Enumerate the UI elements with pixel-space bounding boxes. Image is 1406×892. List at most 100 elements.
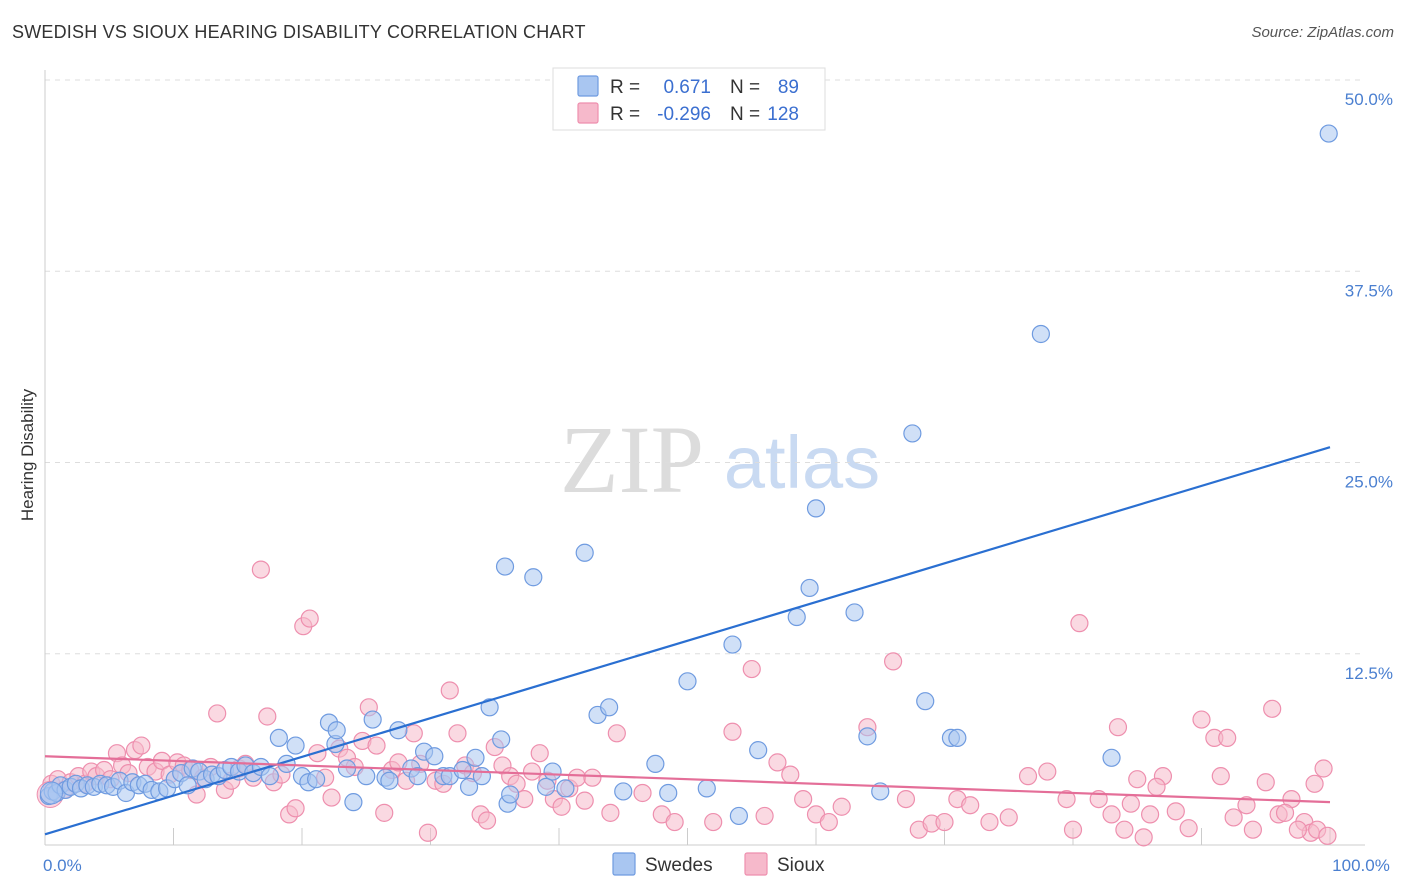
sioux-point-69 <box>530 744 549 763</box>
chart-title: SWEDISH VS SIOUX HEARING DISABILITY CORR… <box>12 22 586 42</box>
watermark: ZIP atlas <box>560 406 880 513</box>
sioux-point-108 <box>1102 805 1121 824</box>
swedes-point-47 <box>357 767 376 786</box>
swedes-point-94 <box>1319 124 1338 143</box>
sioux-point-78 <box>607 724 626 743</box>
bottom-legend-swedes-label: Swedes <box>645 855 713 876</box>
swedes-point-84 <box>806 499 826 518</box>
sioux-point-128 <box>1263 699 1282 718</box>
sioux-point-102 <box>1018 767 1038 786</box>
sioux-point-48 <box>375 803 394 822</box>
sioux-points <box>36 560 1337 847</box>
swedes-point-65 <box>501 785 520 804</box>
legend-swedes-n-value: 89 <box>778 77 799 98</box>
trend-lines <box>44 446 1331 836</box>
swedes-point-63 <box>492 730 511 749</box>
sioux-point-86 <box>768 753 787 772</box>
swedes-point-78 <box>697 779 716 798</box>
swedes-point-45 <box>337 759 357 778</box>
sioux-point-38 <box>300 609 319 628</box>
sioux-point-54 <box>418 823 438 842</box>
sioux-point-133 <box>1166 802 1185 821</box>
swedes-point-79 <box>723 635 742 654</box>
swedes-point-76 <box>659 783 678 803</box>
swedes-point-35 <box>260 767 279 786</box>
sioux-point-104 <box>1057 789 1076 809</box>
sioux-point-131 <box>1305 774 1324 793</box>
swedes-point-50 <box>380 771 399 790</box>
sioux-point-100 <box>980 812 999 832</box>
sioux-point-129 <box>1275 803 1295 822</box>
sioux-point-31 <box>251 560 270 579</box>
bottom-legend: Swedes Sioux <box>612 852 825 876</box>
swedes-point-59 <box>459 777 479 796</box>
swedes-point-82 <box>787 607 806 627</box>
swedes-point-44 <box>327 721 346 740</box>
sioux-point-135 <box>1134 828 1153 847</box>
sioux-point-125 <box>1224 808 1243 827</box>
y-axis-title: Hearing Disability <box>18 388 37 521</box>
swedes-point-83 <box>800 578 819 598</box>
sioux-point-136 <box>1121 794 1140 813</box>
swedes-point-62 <box>480 698 499 717</box>
y-tick-label-0: 12.5% <box>1345 664 1393 683</box>
swedes-point-91 <box>948 728 967 748</box>
sioux-point-62 <box>477 811 497 830</box>
sioux-point-58 <box>448 724 467 743</box>
sioux-trend-line <box>44 755 1331 804</box>
sioux-point-77 <box>601 803 620 822</box>
y-tick-label-2: 37.5% <box>1345 281 1393 300</box>
swedes-trend-line <box>44 446 1331 836</box>
swedes-point-73 <box>600 698 619 717</box>
swedes-point-75 <box>646 754 665 774</box>
bottom-legend-swedes-swatch <box>612 852 636 876</box>
sioux-point-79 <box>633 783 652 803</box>
y-tick-labels: 12.5% 25.0% 37.5% 50.0% <box>1345 90 1393 683</box>
swedes-point-61 <box>472 767 491 786</box>
swedes-point-41 <box>307 770 326 789</box>
sioux-point-99 <box>961 796 980 815</box>
swedes-point-67 <box>524 568 543 587</box>
y-tick-label-1: 25.0% <box>1345 473 1393 492</box>
sioux-point-36 <box>286 799 305 818</box>
legend-swedes-r-label: R = <box>610 77 640 98</box>
sioux-point-52 <box>404 724 423 743</box>
sioux-point-117 <box>1243 820 1263 839</box>
swedes-point-90 <box>903 424 922 443</box>
x-tick-labels: 0.0% 100.0% <box>43 856 1390 875</box>
sioux-point-111 <box>1140 805 1160 824</box>
sioux-point-91 <box>832 797 851 816</box>
sioux-point-68 <box>522 762 542 781</box>
sioux-point-47 <box>367 736 386 755</box>
x-tick-label-0: 0.0% <box>43 856 82 875</box>
legend: R = 0.671 N = 89 R = -0.296 N = 128 <box>552 67 826 131</box>
chart-source: Source: ZipAtlas.com <box>1251 24 1394 41</box>
sioux-point-83 <box>723 722 742 741</box>
sioux-point-41 <box>322 788 341 807</box>
swedes-point-66 <box>495 557 515 576</box>
sioux-point-25 <box>208 704 227 723</box>
x-tick-label-1: 100.0% <box>1332 856 1390 875</box>
swedes-point-36 <box>269 728 288 748</box>
swedes-point-60 <box>466 748 485 767</box>
swedes-point-92 <box>1031 324 1050 344</box>
legend-sioux-r-label: R = <box>610 104 640 125</box>
swedes-point-77 <box>678 672 697 691</box>
swedes-point-86 <box>858 727 877 746</box>
sioux-point-87 <box>781 765 800 784</box>
sioux-point-114 <box>1192 710 1211 729</box>
swedes-point-71 <box>575 543 594 562</box>
sioux-point-127 <box>1256 773 1275 792</box>
sioux-point-82 <box>704 812 723 832</box>
swedes-point-38 <box>286 736 305 755</box>
sioux-point-124 <box>1211 767 1230 786</box>
swedes-point-68 <box>537 777 556 796</box>
swedes-point-80 <box>729 806 749 826</box>
sioux-point-76 <box>583 768 602 787</box>
swedes-point-46 <box>344 793 363 812</box>
sioux-point-126 <box>1237 796 1256 815</box>
sioux-point-90 <box>819 812 838 832</box>
sioux-point-103 <box>1038 762 1057 781</box>
sioux-point-57 <box>440 681 459 700</box>
sioux-point-132 <box>1318 826 1337 845</box>
